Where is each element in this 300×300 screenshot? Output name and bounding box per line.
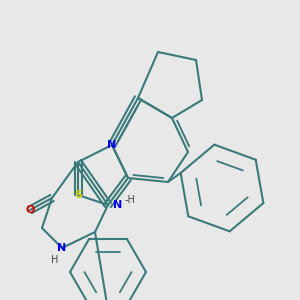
- Text: -H: -H: [124, 195, 135, 205]
- Text: O: O: [25, 205, 35, 215]
- Text: N: N: [57, 243, 67, 253]
- Text: N: N: [107, 140, 117, 150]
- Text: H: H: [51, 255, 59, 265]
- Text: S: S: [74, 190, 82, 200]
- Text: N: N: [113, 200, 123, 210]
